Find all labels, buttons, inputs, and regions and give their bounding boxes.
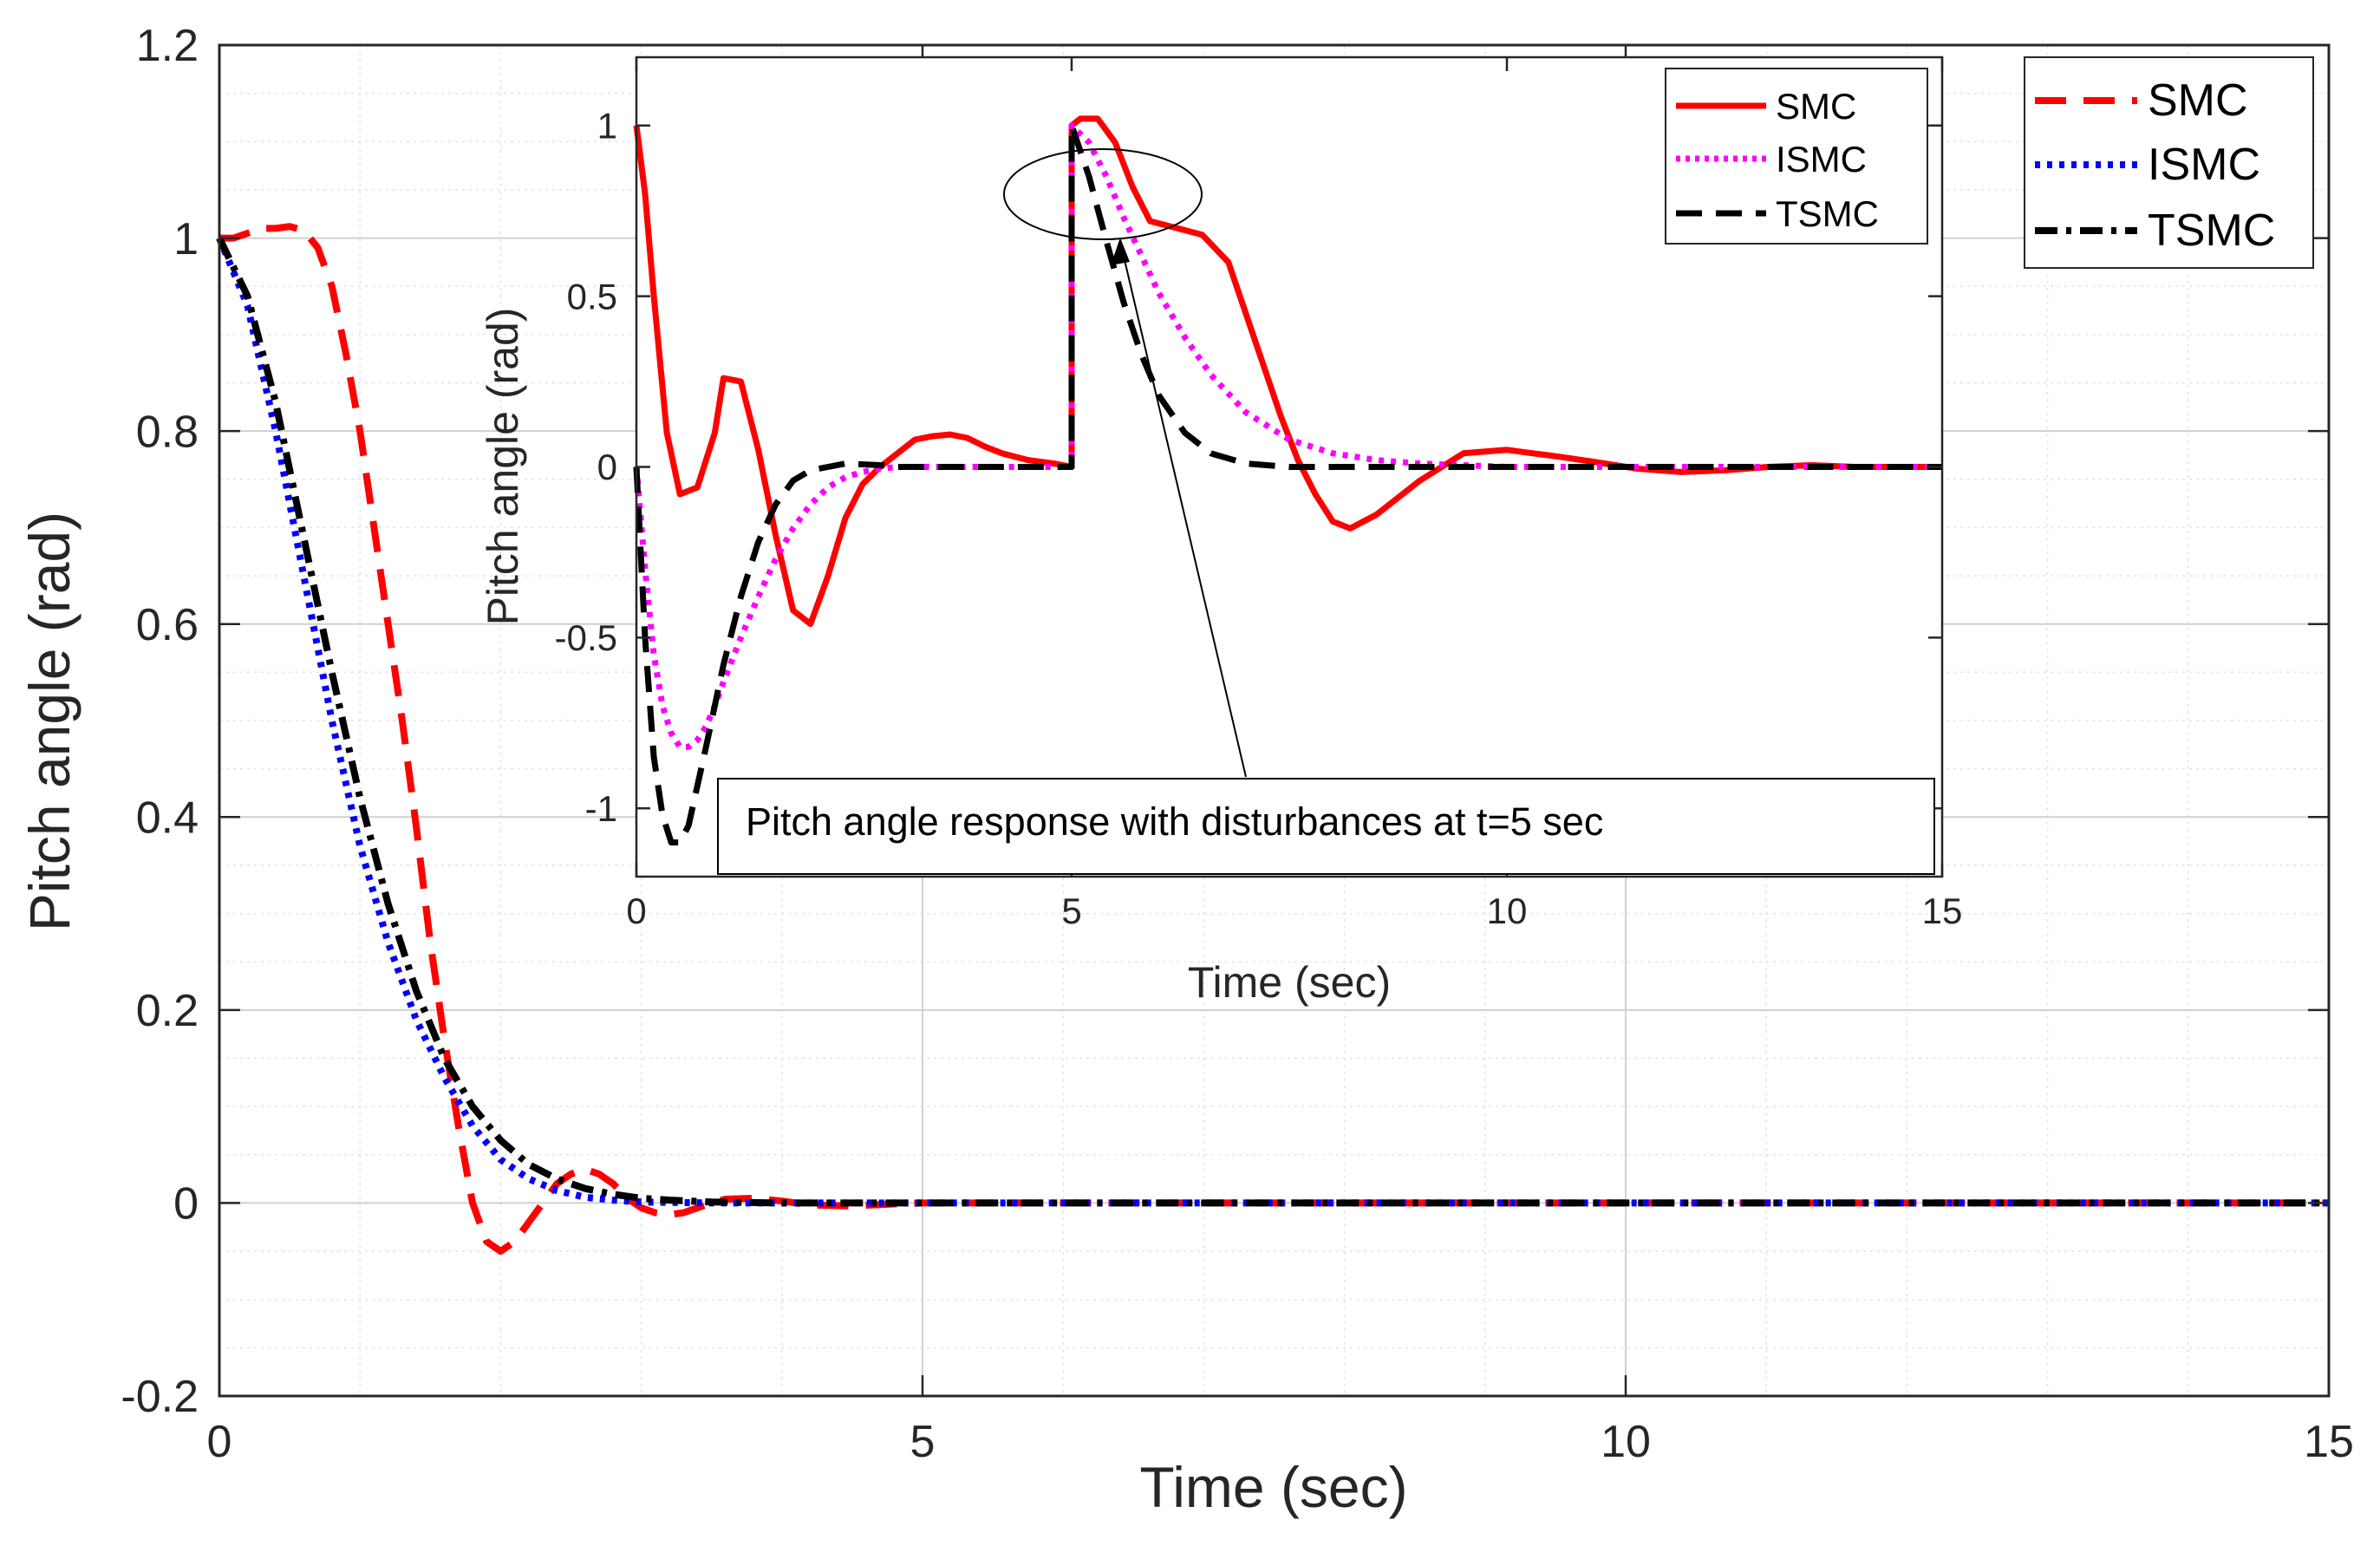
main-ticks — [218, 43, 2331, 1398]
main-legend-label-tsmc: TSMC — [2148, 205, 2275, 256]
disturbance-highlight-ellipse — [1003, 148, 1203, 240]
annotation-arrow-line — [1121, 248, 1247, 778]
y-tick-label: 0.5 — [567, 276, 617, 316]
main-legend-label-ismc: ISMC — [2148, 140, 2260, 190]
x-tick-label: 15 — [2304, 1417, 2354, 1467]
y-tick-label: 1 — [597, 105, 617, 146]
inset-x-axis-label: Time (sec) — [1188, 958, 1391, 1007]
main-tick-labels: 0 5 10 15-0.200.20.40.60.811.2 — [121, 21, 2354, 1467]
inset-legend: SMC ISMC TSMC — [1665, 68, 1928, 245]
y-tick-label: 0 — [597, 447, 617, 487]
x-tick-label: 5 — [1061, 890, 1081, 931]
main-series-smc — [219, 223, 2329, 1256]
main-x-axis-label: Time (sec) — [1139, 1455, 1407, 1519]
x-tick-label: 15 — [1922, 890, 1963, 931]
x-tick-label: 5 — [910, 1417, 936, 1467]
inset-series-ismc — [633, 122, 1942, 750]
y-tick-label: 0.8 — [136, 407, 199, 457]
y-tick-label: 1.2 — [136, 21, 199, 71]
x-tick-label: 0 — [626, 890, 646, 931]
inset-tick-labels: 0 5 10 15 -1 -0.5 0 0.5 1 — [555, 105, 1963, 931]
inset-series-smc — [633, 115, 1942, 628]
x-tick-label: 10 — [1601, 1417, 1651, 1467]
inset-legend-label-smc: SMC — [1776, 86, 1856, 127]
main-y-axis-label: Pitch angle (rad) — [17, 512, 82, 931]
y-tick-label: -0.2 — [121, 1372, 199, 1422]
main-legend: SMC ISMC TSMC — [2024, 56, 2314, 269]
annotation-text: Pitch angle response with disturbances a… — [746, 799, 1603, 844]
inset-chart: 0 5 10 15 -1 -0.5 0 0.5 1 Time (sec) Pitch angle… — [479, 55, 1963, 1007]
x-tick-label: 0 — [207, 1417, 232, 1467]
inset-legend-label-ismc: ISMC — [1776, 139, 1867, 179]
main-series-tsmc — [216, 236, 2329, 1207]
main-series — [216, 223, 2329, 1256]
inset-series-tsmc — [633, 122, 1942, 846]
y-tick-label: 0.2 — [136, 986, 199, 1036]
x-tick-label: 10 — [1487, 890, 1528, 931]
inset-legend-box — [1665, 68, 1928, 245]
inset-ticks — [635, 57, 1944, 877]
inset-series — [633, 115, 1942, 846]
y-tick-label: -0.5 — [555, 617, 617, 658]
main-series-ismc — [216, 237, 2329, 1207]
annotation-arrowhead — [1111, 238, 1130, 265]
y-tick-label: -1 — [585, 788, 617, 829]
annotation-box — [717, 778, 1935, 875]
inset-y-axis-label: Pitch angle (rad) — [479, 308, 527, 626]
y-tick-label: 0.4 — [136, 793, 199, 843]
y-tick-label: 0.6 — [136, 600, 199, 650]
inset-legend-label-tsmc: TSMC — [1776, 193, 1879, 234]
y-tick-label: 0 — [173, 1179, 199, 1230]
main-legend-label-smc: SMC — [2148, 75, 2248, 126]
y-tick-label: 1 — [173, 214, 199, 264]
main-axes-box — [218, 43, 2331, 1398]
